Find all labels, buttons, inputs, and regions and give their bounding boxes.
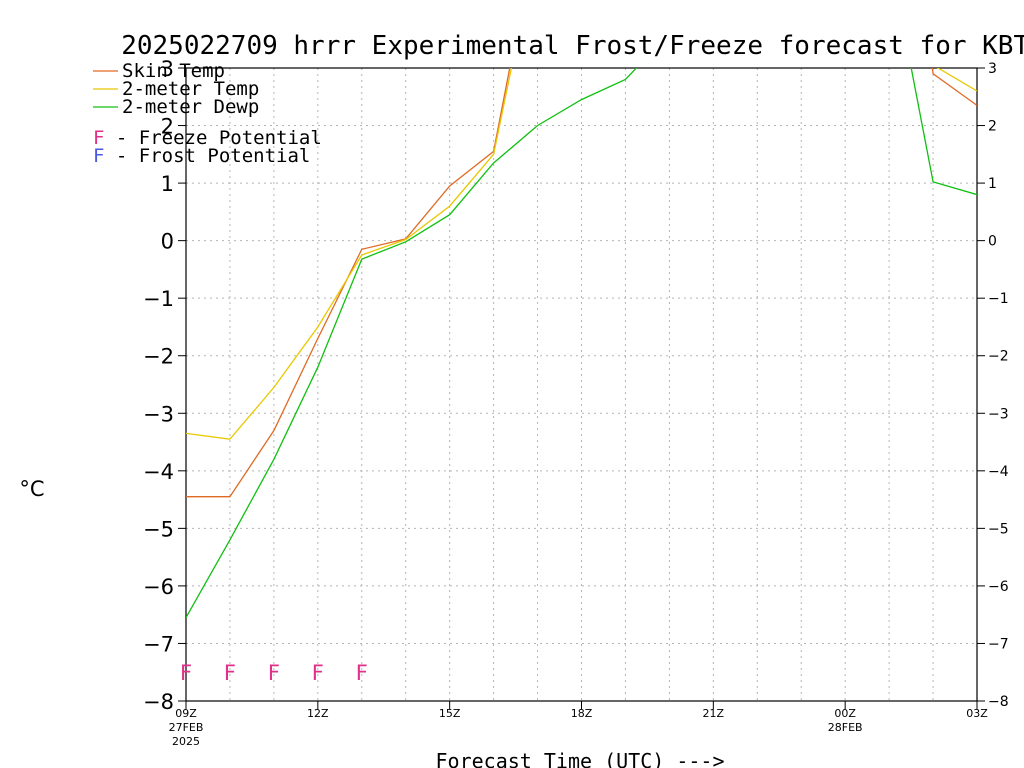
x-axis-label: Forecast Time (UTC) --->: [436, 749, 725, 768]
y-tick-label: 2: [161, 115, 174, 139]
y-tick-label: 0: [161, 230, 174, 254]
y-tick-label: 1: [161, 172, 174, 196]
x-tick-label: 00Z: [834, 707, 856, 720]
x-tick-label: 12Z: [307, 707, 329, 720]
y-tick-label: −8: [143, 690, 174, 714]
legend-frost: F - Frost Potential: [93, 145, 310, 167]
y-tick-label-right: −6: [988, 579, 1009, 595]
y-tick-label-right: −1: [988, 291, 1009, 307]
freeze-flag: F: [180, 661, 192, 685]
y-tick-label: −1: [143, 287, 174, 311]
plot-frame: [185, 67, 978, 702]
x-tick-sublabel: 28FEB: [828, 721, 863, 734]
y-tick-label-right: 1: [988, 176, 997, 192]
y-tick-label: 3: [161, 57, 174, 81]
y-tick-label-right: 3: [988, 61, 997, 77]
freeze-flag: F: [356, 661, 368, 685]
series-line-2-meter-dewp: [186, 68, 977, 618]
y-tick-label: −5: [143, 517, 174, 541]
y-tick-label: −3: [143, 402, 174, 426]
y-tick-label-right: −2: [988, 349, 1009, 365]
freeze-flag: F: [268, 661, 280, 685]
legend-freeze: F - Freeze Potential: [93, 127, 322, 149]
x-tick-sublabel: 2025: [172, 735, 200, 748]
series-line-2-meter-temp: [186, 68, 977, 440]
y-tick-label-right: 0: [988, 234, 997, 250]
y-tick-label-right: −8: [988, 694, 1009, 710]
x-tick-sublabel: 27FEB: [169, 721, 204, 734]
x-tick-label: 18Z: [571, 707, 593, 720]
y-tick-label-right: −7: [988, 636, 1009, 652]
y-tick-label: −2: [143, 345, 174, 369]
series-line-skin-temp: [186, 68, 977, 498]
y-tick-label: −7: [143, 632, 174, 656]
x-tick-label: 09Z: [175, 707, 197, 720]
series-lines: [186, 68, 977, 618]
legend-label: 2-meter Dewp: [122, 96, 259, 118]
y-tick-label-right: −3: [988, 406, 1009, 422]
y-tick-label-right: −4: [988, 464, 1009, 480]
y-tick-label-right: −5: [988, 521, 1009, 537]
y-tick-label: −4: [143, 460, 174, 484]
y-axis-label: °C: [19, 477, 44, 501]
freeze-flag: F: [312, 661, 324, 685]
y-tick-label: −6: [143, 575, 174, 599]
legend-label: Skin Temp: [122, 60, 225, 82]
legend-label: 2-meter Temp: [122, 78, 259, 100]
axes: −8 −8 −7 −7 −6 −6 −5 −5 −4 −4 −3 −3 −2 −2 −1 −1 0 0 1 1 2 2 3 3…: [143, 57, 1009, 748]
x-tick-label: 03Z: [966, 707, 988, 720]
y-tick-label-right: 2: [988, 119, 997, 135]
x-tick-label: 21Z: [703, 707, 725, 720]
freeze-flag: F: [224, 661, 236, 685]
chart-title: 2025022709 hrrr Experimental Frost/Freez…: [121, 31, 1024, 61]
x-tick-label: 15Z: [439, 707, 461, 720]
